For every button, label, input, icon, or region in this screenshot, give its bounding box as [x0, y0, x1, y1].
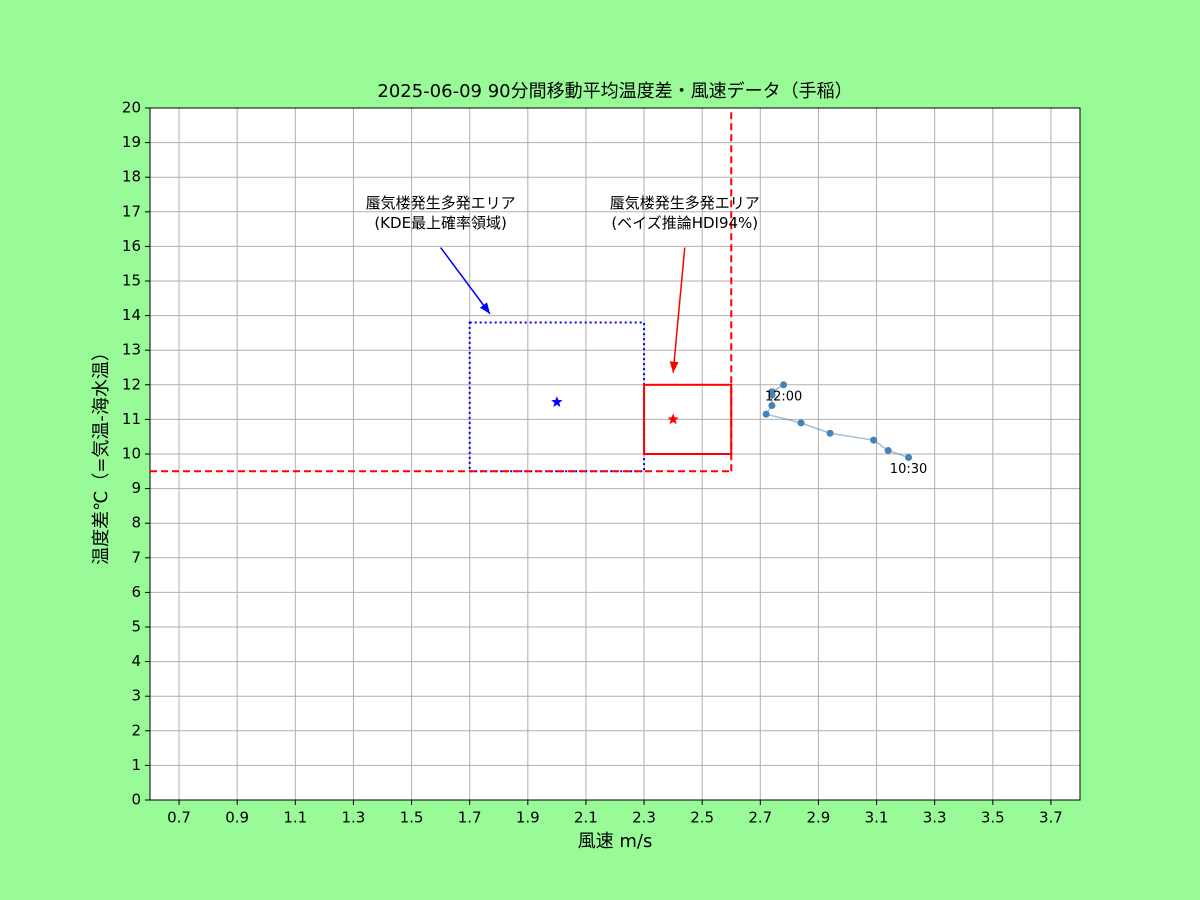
- y-tick-label: 4: [131, 652, 141, 670]
- y-tick-label: 8: [131, 514, 141, 532]
- y-tick-label: 13: [122, 341, 141, 359]
- data-point: [870, 436, 878, 444]
- y-tick-label: 18: [122, 168, 141, 186]
- y-tick-label: 19: [122, 133, 141, 151]
- annotation-text: (ベイズ推論HDI94%): [611, 214, 758, 232]
- data-point: [797, 419, 805, 427]
- x-tick-label: 2.5: [690, 809, 714, 827]
- annotation-text: (KDE最上確率領域): [374, 214, 507, 232]
- chart-title: 2025-06-09 90分間移動平均温度差・風速データ（手稲）: [377, 81, 852, 102]
- data-point: [768, 402, 776, 410]
- data-point: [826, 429, 834, 437]
- data-point: [768, 388, 776, 396]
- x-tick-label: 3.1: [865, 809, 889, 827]
- y-tick-label: 14: [122, 306, 141, 324]
- x-tick-label: 0.9: [225, 809, 249, 827]
- arrow-head: [479, 302, 491, 314]
- plot-frame: [149, 107, 1081, 801]
- y-tick-label: 6: [131, 583, 141, 601]
- point-label: 12:00: [765, 389, 802, 404]
- x-tick-label: 1.9: [516, 809, 540, 827]
- x-tick-label: 3.5: [981, 809, 1005, 827]
- x-tick-label: 0.7: [167, 809, 191, 827]
- region: [643, 383, 733, 455]
- annotation-text: 蜃気楼発生多発エリア: [366, 194, 516, 212]
- annotation-text: 蜃気楼発生多発エリア: [610, 194, 760, 212]
- x-tick-label: 2.3: [632, 809, 656, 827]
- arrow-head: [669, 361, 679, 373]
- x-tick-label: 1.7: [458, 809, 482, 827]
- center-star: [667, 413, 679, 425]
- data-point: [905, 453, 913, 461]
- data-point: [780, 381, 788, 389]
- x-tick-label: 3.7: [1039, 809, 1063, 827]
- y-tick-label: 7: [131, 548, 141, 566]
- x-tick-label: 2.9: [807, 809, 831, 827]
- y-tick-label: 10: [122, 445, 141, 463]
- y-tick-label: 11: [122, 410, 141, 428]
- x-tick-label: 1.1: [283, 809, 307, 827]
- annotation-arrow: [672, 247, 686, 373]
- annotation-arrow: [440, 247, 491, 315]
- y-tick-label: 9: [131, 479, 141, 497]
- y-tick-label: 16: [122, 237, 141, 255]
- y-tick-label: 15: [122, 272, 141, 290]
- x-tick-label: 1.5: [400, 809, 424, 827]
- y-tick-label: 12: [122, 375, 141, 393]
- y-tick-label: 5: [131, 618, 141, 636]
- y-tick-label: 0: [131, 791, 141, 809]
- y-axis-label: 温度差℃（=気温-海水温）: [91, 343, 112, 565]
- x-tick-label: 2.7: [748, 809, 772, 827]
- x-tick-label: 3.3: [923, 809, 947, 827]
- y-tick-label: 1: [131, 756, 141, 774]
- y-tick-label: 2: [131, 721, 141, 739]
- point-label: 10:30: [890, 462, 927, 477]
- y-tick-label: 20: [122, 99, 141, 117]
- x-tick-label: 2.1: [574, 809, 598, 827]
- region: [468, 321, 646, 473]
- y-tick-label: 17: [122, 202, 141, 220]
- x-tick-label: 1.3: [342, 809, 366, 827]
- data-point: [762, 410, 770, 418]
- data-point: [884, 447, 892, 455]
- center-star: [551, 396, 563, 407]
- y-tick-label: 3: [131, 687, 141, 705]
- x-axis-label: 風速 m/s: [578, 831, 653, 852]
